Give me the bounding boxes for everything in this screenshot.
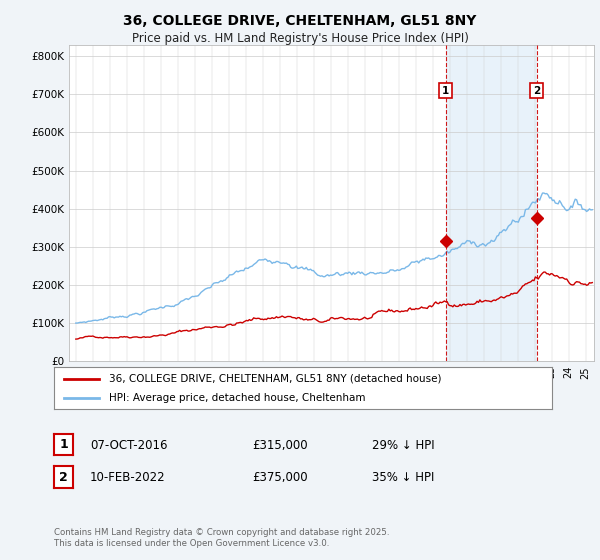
Text: HPI: Average price, detached house, Cheltenham: HPI: Average price, detached house, Chel… [109, 393, 365, 403]
Text: 35% ↓ HPI: 35% ↓ HPI [372, 471, 434, 484]
Text: Contains HM Land Registry data © Crown copyright and database right 2025.
This d: Contains HM Land Registry data © Crown c… [54, 528, 389, 548]
Text: 1: 1 [59, 438, 68, 451]
Text: 36, COLLEGE DRIVE, CHELTENHAM, GL51 8NY: 36, COLLEGE DRIVE, CHELTENHAM, GL51 8NY [124, 14, 476, 28]
Text: 07-OCT-2016: 07-OCT-2016 [90, 438, 167, 452]
Text: 10-FEB-2022: 10-FEB-2022 [90, 471, 166, 484]
Text: Price paid vs. HM Land Registry's House Price Index (HPI): Price paid vs. HM Land Registry's House … [131, 32, 469, 45]
Text: 2: 2 [59, 470, 68, 484]
Text: 29% ↓ HPI: 29% ↓ HPI [372, 438, 434, 452]
Bar [446, 45, 536, 361]
Text: 1: 1 [442, 86, 449, 96]
Text: £375,000: £375,000 [252, 471, 308, 484]
Text: 2: 2 [533, 86, 540, 96]
Text: 36, COLLEGE DRIVE, CHELTENHAM, GL51 8NY (detached house): 36, COLLEGE DRIVE, CHELTENHAM, GL51 8NY … [109, 374, 441, 384]
Text: £315,000: £315,000 [252, 438, 308, 452]
